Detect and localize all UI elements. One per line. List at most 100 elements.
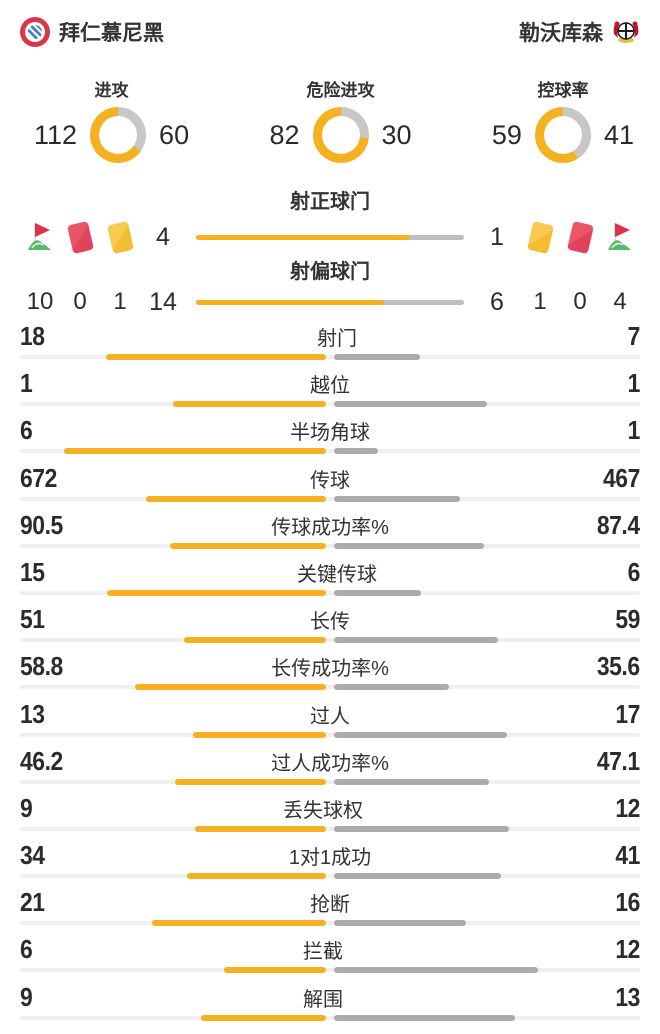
- donut-possession-away-value: 41: [603, 119, 634, 150]
- stat-bar-home: [174, 778, 326, 785]
- stat-bar-home: [135, 684, 326, 691]
- stat-home-value: 18: [20, 321, 45, 351]
- stat-bar-track: [20, 968, 640, 973]
- stat-home-value: 13: [20, 698, 45, 729]
- stat-bar-home: [224, 967, 326, 974]
- stat-bar-away: [334, 920, 467, 927]
- stat-bar-away: [334, 684, 450, 691]
- shots-off-target-bar: [196, 299, 464, 305]
- donut-possession-home-value: 59: [491, 119, 522, 150]
- stats-list: 18 射门 7 1 越位 1 6 半场角球 1: [0, 321, 660, 1030]
- stat-home-value: 90.5: [20, 509, 63, 540]
- stat-label: 抢断: [310, 894, 350, 917]
- stat-bar-track: [20, 874, 640, 879]
- stat-bar-home: [193, 731, 326, 738]
- stat-away-value: 13: [615, 981, 640, 1012]
- stat-bar-home: [173, 401, 326, 408]
- team-home: 拜仁慕尼黑: [20, 17, 164, 47]
- stat-bar-track: [20, 1015, 640, 1020]
- stat-bar-home: [145, 495, 326, 502]
- stat-bar-away: [334, 354, 420, 360]
- stat-bar-home: [200, 1014, 326, 1021]
- stat-bar-home: [105, 354, 326, 360]
- stat-row: 51 长传 59: [0, 604, 660, 652]
- donut-attacks-label: 进攻: [94, 81, 129, 100]
- stat-bar-home: [107, 589, 326, 596]
- donut-attacks: 进攻 112 60: [34, 76, 189, 163]
- stat-label: 长传: [310, 611, 350, 634]
- donut-attacks-away-value: 60: [159, 119, 190, 150]
- stat-row: 9 解围 13: [0, 981, 660, 1030]
- stat-home-value: 15: [20, 556, 45, 587]
- stat-bar-track: [20, 638, 640, 643]
- stat-row: 6 拦截 12: [0, 934, 660, 982]
- shots-on-target-label: 射正球门: [290, 191, 370, 213]
- stat-bar-away: [334, 589, 422, 596]
- stat-row: 58.8 长传成功率% 35.6: [0, 651, 660, 699]
- stat-away-value: 59: [615, 604, 640, 635]
- team-home-name: 拜仁慕尼黑: [59, 22, 164, 45]
- stat-label: 过人: [310, 705, 350, 728]
- stat-bar-home: [194, 825, 326, 832]
- stat-bar-away: [334, 778, 489, 785]
- stat-away-value: 16: [615, 887, 640, 918]
- team-away: 勒沃库森: [519, 17, 640, 47]
- stat-home-value: 51: [20, 604, 45, 635]
- stat-bar-track: [20, 402, 640, 407]
- stat-home-value: 6: [20, 934, 33, 965]
- stat-bar-track: [20, 779, 640, 784]
- away-yellow-cards-count: 1: [533, 288, 547, 315]
- stat-away-value: 87.4: [597, 509, 640, 540]
- donut-dangerous-attacks-label: 危险进攻: [306, 81, 375, 100]
- home-corners-count: 10: [26, 288, 54, 315]
- donut-dangerous-attacks-home-value: 82: [269, 119, 300, 150]
- stat-away-value: 41: [615, 840, 640, 871]
- stat-away-value: 1: [627, 368, 641, 399]
- stat-away-value: 1: [627, 415, 641, 446]
- stat-home-value: 1: [20, 368, 33, 399]
- leverkusen-logo-icon: [612, 20, 640, 44]
- donut-section: 进攻 112 60 危险进攻 82 30 控球率 59 41: [0, 50, 660, 163]
- shots-off-target-away-value: 6: [490, 287, 504, 316]
- away-corners-count: 4: [613, 288, 627, 315]
- stat-bar-away: [334, 1014, 515, 1021]
- stat-bar-home: [187, 873, 326, 880]
- corner-flag-icon: [20, 221, 60, 253]
- stat-away-value: 17: [615, 698, 640, 729]
- yellow-card-icon: [520, 220, 560, 254]
- stat-bar-track: [20, 685, 640, 690]
- stat-bar-track: [20, 543, 640, 548]
- stat-bar-track: [20, 449, 640, 454]
- stat-label: 半场角球: [290, 422, 370, 445]
- stat-home-value: 21: [20, 887, 45, 918]
- corner-flag-icon: [600, 221, 640, 253]
- stat-home-value: 46.2: [20, 745, 63, 776]
- shots-on-target-bar: [196, 234, 464, 240]
- stat-home-value: 9: [20, 981, 33, 1012]
- stat-bar-away: [334, 542, 485, 549]
- stat-home-value: 6: [20, 415, 33, 446]
- stat-bar-home: [170, 542, 326, 549]
- stat-label: 1对1成功: [288, 847, 372, 870]
- donut-attacks-ring: [90, 107, 147, 163]
- stat-bar-away: [334, 967, 538, 974]
- shots-on-target-away-value: 1: [490, 222, 504, 251]
- stat-away-value: 6: [627, 556, 641, 587]
- stat-bar-track: [20, 732, 640, 737]
- stat-home-value: 34: [20, 840, 45, 871]
- stat-bar-away: [334, 731, 508, 738]
- stat-row: 15 关键传球 6: [0, 556, 660, 605]
- shots-on-target-row: 4 1: [0, 215, 660, 259]
- stat-bar-home: [184, 637, 326, 644]
- stat-row: 18 射门 7: [0, 321, 660, 369]
- stat-bar-track: [20, 355, 640, 359]
- stat-row: 34 1对1成功 41: [0, 840, 660, 888]
- shots-off-target-row: 10 0 1 14 6 1 0 4: [0, 287, 660, 317]
- stat-bar-track: [20, 496, 640, 501]
- stat-row: 6 半场角球 1: [0, 415, 660, 463]
- stat-away-value: 7: [627, 321, 641, 351]
- shots-section: 射正球门 4 1 射偏球门 10 0 1: [0, 189, 660, 317]
- stat-bar-home: [63, 448, 326, 455]
- stat-row: 672 传球 467: [0, 463, 660, 511]
- stat-bar-away: [334, 448, 378, 455]
